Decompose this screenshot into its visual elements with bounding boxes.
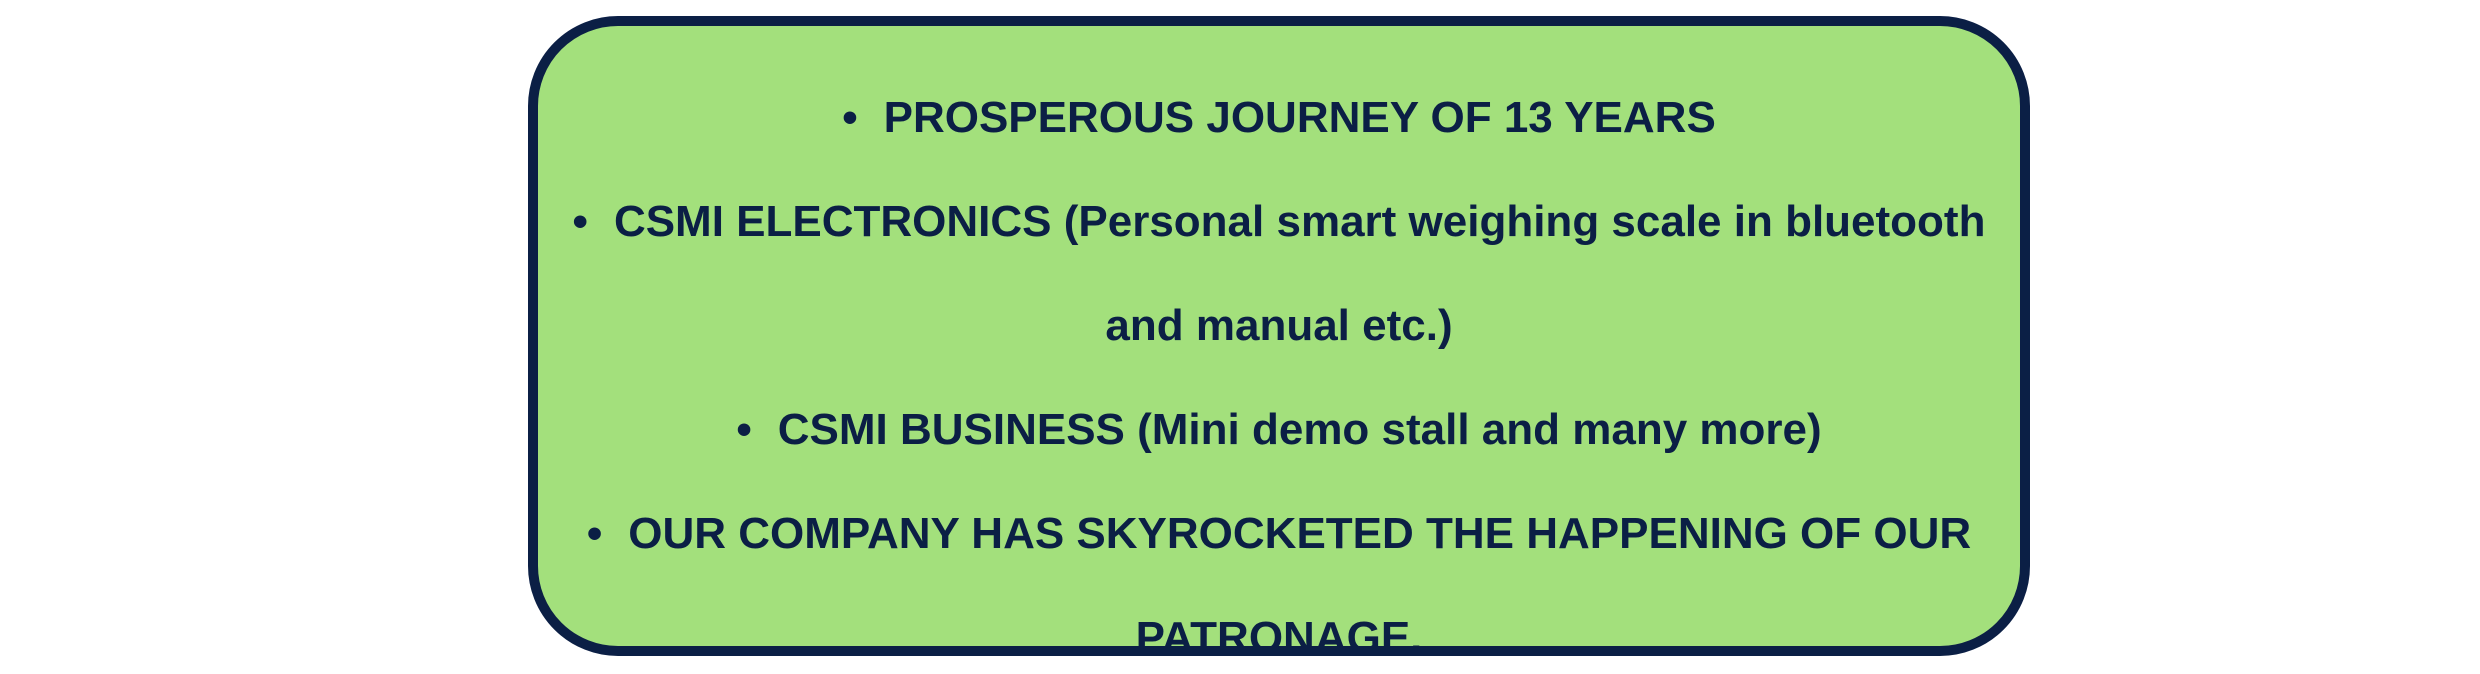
highlights-panel: • PROSPEROUS JOURNEY OF 13 YEARS • CSMI EL…	[528, 16, 2030, 656]
bullet-icon: •	[736, 405, 752, 454]
bullet-icon: •	[572, 197, 588, 246]
bullet-icon: •	[586, 509, 603, 558]
item-text: CSMI BUSINESS (Mini demo stall and many …	[777, 405, 1822, 454]
list-item: • OUR COMPANY HAS SKYROCKETED THE HAPPENI…	[538, 482, 2020, 656]
item-text: PROSPEROUS JOURNEY OF 13 YEARS	[883, 93, 1716, 142]
item-text-continued: and manual etc.)	[1105, 301, 1453, 350]
item-text: CSMI ELECTRONICS (Personal smart weighin…	[613, 197, 1986, 246]
list-item: • PROSPEROUS JOURNEY OF 13 YEARS	[538, 66, 2020, 170]
highlights-list: • PROSPEROUS JOURNEY OF 13 YEARS • CSMI EL…	[538, 66, 2020, 656]
list-item: • CSMI ELECTRONICS (Personal smart weighi…	[538, 170, 2020, 378]
bullet-icon: •	[842, 93, 858, 142]
list-item: • CSMI BUSINESS (Mini demo stall and many…	[538, 378, 2020, 482]
item-text: OUR COMPANY HAS SKYROCKETED THE HAPPENIN…	[628, 509, 1972, 558]
item-text-continued: PATRONAGE.	[1135, 613, 1423, 656]
